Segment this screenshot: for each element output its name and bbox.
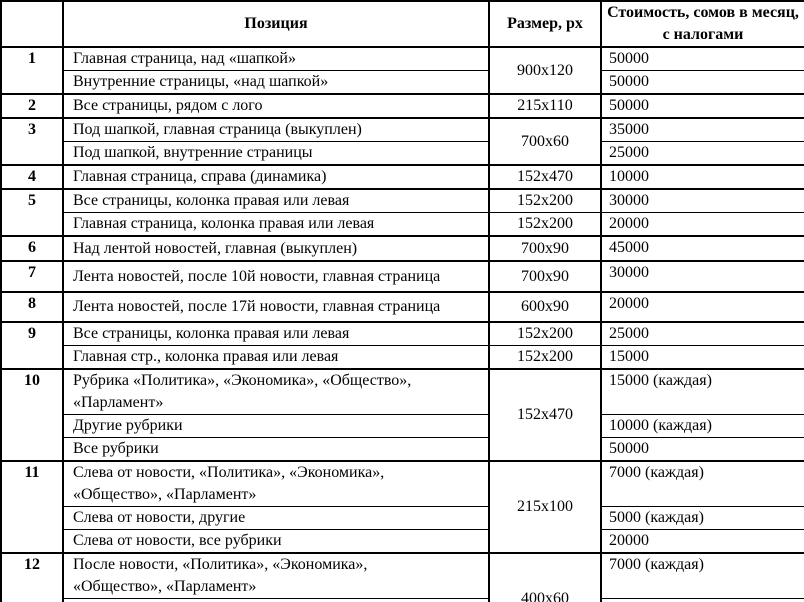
- cell-num: 10: [0, 368, 64, 462]
- table-row: После новости, другие 5000 (каждая): [1, 598, 804, 602]
- table-row: 4 Главная страница, справа (динамика) 152x…: [0, 164, 804, 190]
- table-row: Слева от новости, все рубрики 20000: [1, 529, 804, 554]
- cell-num: 4: [0, 164, 64, 190]
- cell-position: Главная страница, справа (динамика): [62, 164, 490, 190]
- cell-price: 10000: [600, 164, 804, 190]
- cell-num: 5: [0, 188, 64, 237]
- cell-position: Над лентой новостей, главная (выкуплен): [62, 235, 490, 262]
- cell-num: 7: [0, 260, 64, 293]
- cell-price: 45000: [600, 235, 804, 262]
- cell-position: Рубрика «Политика», «Экономика», «Общест…: [62, 368, 490, 415]
- cell-position: Под шапкой, главная страница (выкуплен): [62, 117, 490, 142]
- table-row: 8 Лента новостей, после 17й новости, глав…: [0, 291, 804, 323]
- cell-position: Лента новостей, после 17й новости, главн…: [62, 291, 490, 323]
- table-row: Главная стр., колонка правая или левая 15…: [1, 345, 804, 370]
- cell-position: После новости, «Политика», «Экономика», …: [62, 552, 490, 599]
- cell-size: 700x90: [488, 260, 602, 293]
- table-row: 9 Все страницы, колонка правая или левая 1…: [0, 321, 804, 370]
- cell-num: 3: [0, 117, 64, 166]
- cell-position: Главная стр., колонка правая или левая: [62, 345, 490, 370]
- price-table-body: 1 Главная страница, над «шапкой» 900x120 50…: [0, 46, 804, 602]
- table-row: 7 Лента новостей, после 10й новости, глав…: [0, 260, 804, 293]
- cell-size: 900x120: [488, 46, 602, 95]
- cell-price: 50000: [600, 437, 804, 462]
- cell-position: Под шапкой, внутренние страницы: [62, 141, 490, 166]
- table-row: 2 Все страницы, рядом с лого 215x110 50000: [0, 93, 804, 119]
- header-row: Позиция Размер, px Стоимость, сомов в ме…: [0, 0, 804, 48]
- cell-position: Все рубрики: [62, 437, 490, 462]
- col-header-position: Позиция: [62, 0, 490, 48]
- cell-size: 700x60: [488, 117, 602, 166]
- table-row: 11 Слева от новости, «Политика», «Экономи…: [0, 460, 804, 554]
- cell-price: 5000 (каждая): [600, 598, 804, 602]
- cell-price: 50000: [600, 46, 804, 71]
- table-row: Слева от новости, другие 5000 (каждая): [1, 506, 804, 530]
- cell-position: Слева от новости, «Политика», «Экономика…: [62, 460, 490, 507]
- cell-price: 25000: [600, 141, 804, 166]
- table-row: 6 Над лентой новостей, главная (выкуплен)…: [0, 235, 804, 262]
- col-header-num: [0, 0, 64, 48]
- cell-price: 15000: [600, 345, 804, 370]
- cell-price: 20000: [600, 212, 804, 237]
- cell-price: 30000: [600, 260, 804, 293]
- cell-size: 152x470: [488, 368, 602, 462]
- cell-position: Главная страница, над «шапкой»: [62, 46, 490, 71]
- table-row: 10 Рубрика «Политика», «Экономика», «Обще…: [0, 368, 804, 462]
- cell-position: Все страницы, колонка правая или левая: [62, 188, 490, 213]
- table-row: Внутренние страницы, «над шапкой» 50000: [1, 70, 804, 95]
- cell-price: 30000: [600, 188, 804, 213]
- cell-price: 5000 (каждая): [600, 506, 804, 530]
- cell-price: 20000: [600, 529, 804, 554]
- cell-num: 9: [0, 321, 64, 370]
- cell-num: 12: [0, 552, 64, 602]
- cell-size: 152x200: [488, 212, 602, 237]
- table-row: 12 После новости, «Политика», «Экономика»…: [0, 552, 804, 602]
- cell-price: 7000 (каждая): [600, 552, 804, 599]
- cell-price: 50000: [600, 93, 804, 119]
- cell-position: Слева от новости, все рубрики: [62, 529, 490, 554]
- cell-size: 400x60: [488, 552, 602, 602]
- table-row: 3 Под шапкой, главная страница (выкуплен)…: [0, 117, 804, 166]
- cell-price: 50000: [600, 70, 804, 95]
- cell-price: 10000 (каждая): [600, 414, 804, 438]
- cell-price: 25000: [600, 321, 804, 346]
- cell-position: Внутренние страницы, «над шапкой»: [62, 70, 490, 95]
- cell-size: 152x200: [488, 188, 602, 213]
- cell-size: 152x200: [488, 345, 602, 370]
- table-row: Другие рубрики 10000 (каждая): [1, 414, 804, 438]
- cell-num: 2: [0, 93, 64, 119]
- cell-size: 215x100: [488, 460, 602, 554]
- table-row: Главная страница, колонка правая или лев…: [1, 212, 804, 237]
- cell-position: После новости, другие: [62, 598, 490, 602]
- cell-price: 7000 (каждая): [600, 460, 804, 507]
- cell-position: Все страницы, колонка правая или левая: [62, 321, 490, 346]
- cell-position: Главная страница, колонка правая или лев…: [62, 212, 490, 237]
- table-row: Все рубрики 50000: [1, 437, 804, 462]
- col-header-price: Стоимость, сомов в месяц, с налогами: [600, 0, 804, 48]
- cell-num: 6: [0, 235, 64, 262]
- cell-size: 700x90: [488, 235, 602, 262]
- price-table-header: Позиция Размер, px Стоимость, сомов в ме…: [0, 0, 804, 48]
- cell-size: 152x200: [488, 321, 602, 346]
- cell-position: Другие рубрики: [62, 414, 490, 438]
- table-row: Под шапкой, внутренние страницы 25000: [1, 141, 804, 166]
- cell-position: Лента новостей, после 10й новости, главн…: [62, 260, 490, 293]
- cell-size: 152x470: [488, 164, 602, 190]
- cell-price: 20000: [600, 291, 804, 323]
- cell-num: 1: [0, 46, 64, 95]
- cell-size: 600x90: [488, 291, 602, 323]
- cell-price: 15000 (каждая): [600, 368, 804, 415]
- cell-position: Слева от новости, другие: [62, 506, 490, 530]
- table-row: 5 Все страницы, колонка правая или левая 1…: [0, 188, 804, 237]
- cell-num: 11: [0, 460, 64, 554]
- cell-size: 215x110: [488, 93, 602, 119]
- table-row: 1 Главная страница, над «шапкой» 900x120 50…: [0, 46, 804, 95]
- col-header-size: Размер, px: [488, 0, 602, 48]
- cell-price: 35000: [600, 117, 804, 142]
- cell-position: Все страницы, рядом с лого: [62, 93, 490, 119]
- cell-num: 8: [0, 291, 64, 323]
